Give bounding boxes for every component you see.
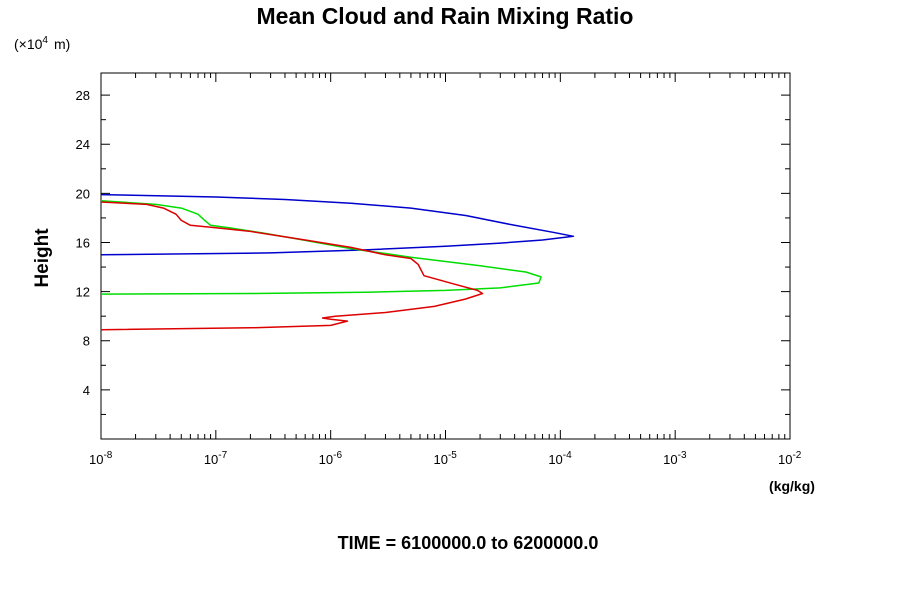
x-tick-label: 10-3 [663, 450, 687, 467]
chart-title: Mean Cloud and Rain Mixing Ratio [257, 3, 634, 29]
series-line-1 [100, 193, 575, 256]
series-line-3 [100, 201, 484, 331]
y-scale-label: (×104 m) [14, 35, 70, 52]
time-range-label: TIME = 6100000.0 to 6200000.0 [338, 533, 599, 553]
y-tick-label: 20 [76, 186, 90, 201]
y-tick-label: 28 [76, 88, 90, 103]
y-axis-label: Height [32, 228, 53, 288]
series-line-2 [100, 199, 542, 295]
y-tick-labels: 4 8 12 16 20 24 28 [76, 88, 90, 398]
x-tick-label: 10-7 [204, 450, 228, 467]
series-group [100, 193, 575, 331]
x-tick-label: 10-2 [778, 450, 802, 467]
x-tick-label: 10-4 [548, 450, 572, 467]
y-tick-label: 24 [76, 137, 90, 152]
x-tick-label: 10-5 [434, 450, 458, 467]
x-tick-label: 10-6 [319, 450, 343, 467]
x-tick-labels: 10-8 10-7 10-6 10-5 10-4 10-3 10-2 [89, 450, 802, 467]
y-tick-label: 4 [83, 383, 90, 398]
x-axis-units: (kg/kg) [769, 478, 815, 494]
y-tick-label: 12 [76, 285, 90, 300]
y-tick-label: 16 [76, 235, 90, 250]
axis-ticks [100, 73, 790, 439]
x-tick-label: 10-8 [89, 450, 113, 467]
y-tick-label: 8 [83, 334, 90, 349]
